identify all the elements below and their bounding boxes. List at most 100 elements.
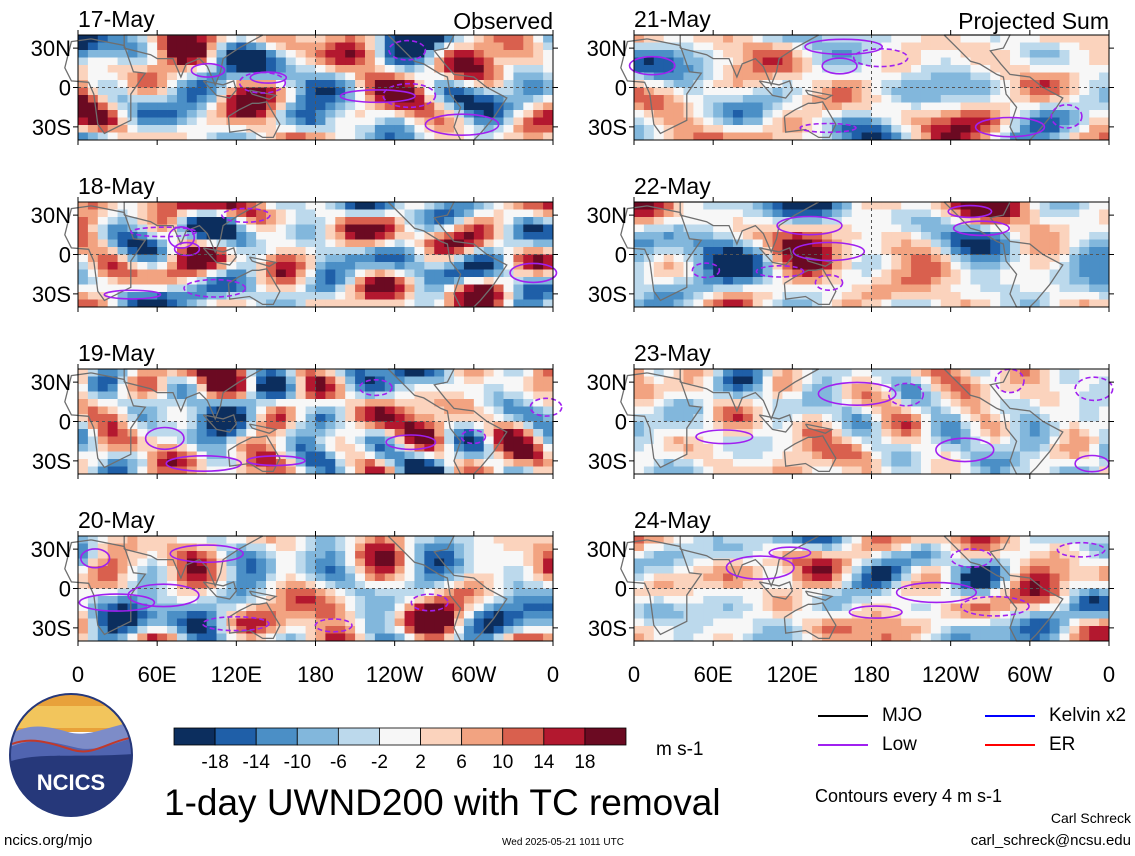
panel-date: 23-May [634, 340, 711, 366]
lon-label: 120E [211, 662, 262, 687]
lon-label: 0 [628, 662, 640, 687]
column-heading: Projected Sum [958, 8, 1109, 34]
lat-label: 30N [587, 537, 627, 562]
legend-item-er: ER [985, 734, 1075, 756]
lon-label: 0 [547, 662, 559, 687]
coastlines [620, 368, 1064, 475]
panel-date: 22-May [634, 173, 711, 199]
colorbar-units: m s-1 [656, 739, 704, 760]
colorbar-swatch [379, 727, 421, 746]
colorbar-swatch [173, 727, 216, 746]
low-contours [691, 204, 1011, 291]
panel-date: 21-May [634, 6, 711, 32]
coastlines [620, 201, 1064, 308]
lon-label: 180 [297, 662, 334, 687]
lon-label: 60E [138, 662, 177, 687]
panel-18-may: 30N 0 30S 18-May [31, 173, 558, 312]
lon-label: 120E [767, 662, 818, 687]
legend-swatch-kelvin [985, 715, 1035, 717]
lat-label: 30S [588, 449, 627, 474]
lat-label: 0 [615, 410, 627, 435]
colorbar-tick: 18 [574, 752, 595, 773]
panel-24-may: 30N 0 30S 24-May [587, 507, 1114, 646]
panel-date: 24-May [634, 507, 711, 533]
lat-label: 30N [31, 203, 71, 228]
lat-label: 30S [32, 616, 71, 641]
column-heading: Observed [453, 8, 553, 34]
lat-label: 0 [615, 76, 627, 101]
colorbar-tick: -2 [371, 752, 388, 773]
lat-label: 30S [588, 282, 627, 307]
panel-date: 19-May [78, 340, 155, 366]
colorbar-tick: 2 [415, 752, 426, 773]
colorbar-tick: -18 [201, 752, 228, 773]
low-contours [78, 544, 449, 633]
author-name: Carl Schreck [1050, 810, 1131, 826]
lat-label: 0 [615, 577, 627, 602]
colorbar-tick: 10 [492, 752, 513, 773]
lat-label: 30N [587, 203, 627, 228]
legend-label-low: Low [882, 734, 917, 755]
lat-label: 30S [32, 282, 71, 307]
colorbar-tick: -10 [284, 752, 311, 773]
chart-title: 1-day UWND200 with TC removal [164, 782, 721, 823]
panel-23-may: 30N 0 30S 23-May [587, 340, 1114, 479]
lat-label: 30S [32, 115, 71, 140]
colorbar-swatch [296, 727, 339, 746]
author-email: carl_schreck@ncsu.edu [970, 832, 1131, 849]
lon-label: 120W [922, 662, 980, 687]
coastlines [620, 535, 1064, 642]
colorbar-tick: -6 [330, 752, 347, 773]
legend-label-kelvin: Kelvin x2 [1049, 705, 1127, 726]
site-link[interactable]: ncics.org/mjo [4, 832, 93, 849]
panel-date: 20-May [78, 507, 155, 533]
lat-label: 0 [59, 577, 71, 602]
lat-label: 30N [587, 370, 627, 395]
legend-label-mjo: MJO [882, 705, 923, 726]
colorbar-tick: 14 [533, 752, 555, 773]
lon-label: 120W [366, 662, 424, 687]
lat-label: 30N [31, 36, 71, 61]
lon-label: 0 [1103, 662, 1115, 687]
colorbar: -18 -14 -10 -6 -2 2 6 10 14 18 [173, 727, 627, 773]
legend-swatch-low [818, 744, 868, 746]
colorbar-tick: 6 [456, 752, 467, 773]
panel-20-may: 30N 0 30S 20-May [31, 507, 558, 646]
lon-label: 0 [72, 662, 84, 687]
lon-label: 60W [1007, 662, 1052, 687]
panel-17-may: 30N 0 30S 17-May Observed [31, 6, 558, 145]
legend-swatch-er [985, 744, 1035, 746]
low-contours [190, 39, 500, 136]
low-contours [695, 368, 1114, 473]
legend-label-er: ER [1049, 734, 1076, 755]
lat-label: 30N [587, 36, 627, 61]
legend-item-low: Low [818, 734, 917, 756]
colorbar-swatch [543, 727, 586, 746]
legend-swatch-mjo [818, 715, 868, 717]
low-contours [144, 379, 563, 472]
lat-label: 30N [31, 537, 71, 562]
coastlines [64, 34, 508, 141]
timestamp: Wed 2025-05-21 1011 UTC [502, 837, 624, 848]
panel-21-may: 30N 0 30S 21-May Projected Sum [587, 6, 1114, 145]
lon-label: 180 [853, 662, 890, 687]
panel-date: 18-May [78, 173, 155, 199]
panel-19-may: 30N 0 30S 19-May [31, 340, 563, 479]
colorbar-tick: -14 [242, 752, 270, 773]
ncics-logo: NCICS [9, 693, 133, 817]
low-contours [725, 541, 1106, 619]
legend-item-kelvin: Kelvin x2 [985, 705, 1126, 727]
colorbar-swatch [214, 727, 257, 746]
lat-label: 30S [32, 449, 71, 474]
lon-label: 60E [694, 662, 733, 687]
panel-22-may: 30N 0 30S 22-May [587, 173, 1114, 312]
lat-label: 0 [615, 243, 627, 268]
lat-label: 0 [59, 243, 71, 268]
lat-label: 0 [59, 76, 71, 101]
legend-item-mjo: MJO [818, 705, 922, 727]
panel-date: 17-May [78, 6, 155, 32]
colorbar-swatch [420, 727, 463, 746]
low-contours [628, 38, 1083, 138]
